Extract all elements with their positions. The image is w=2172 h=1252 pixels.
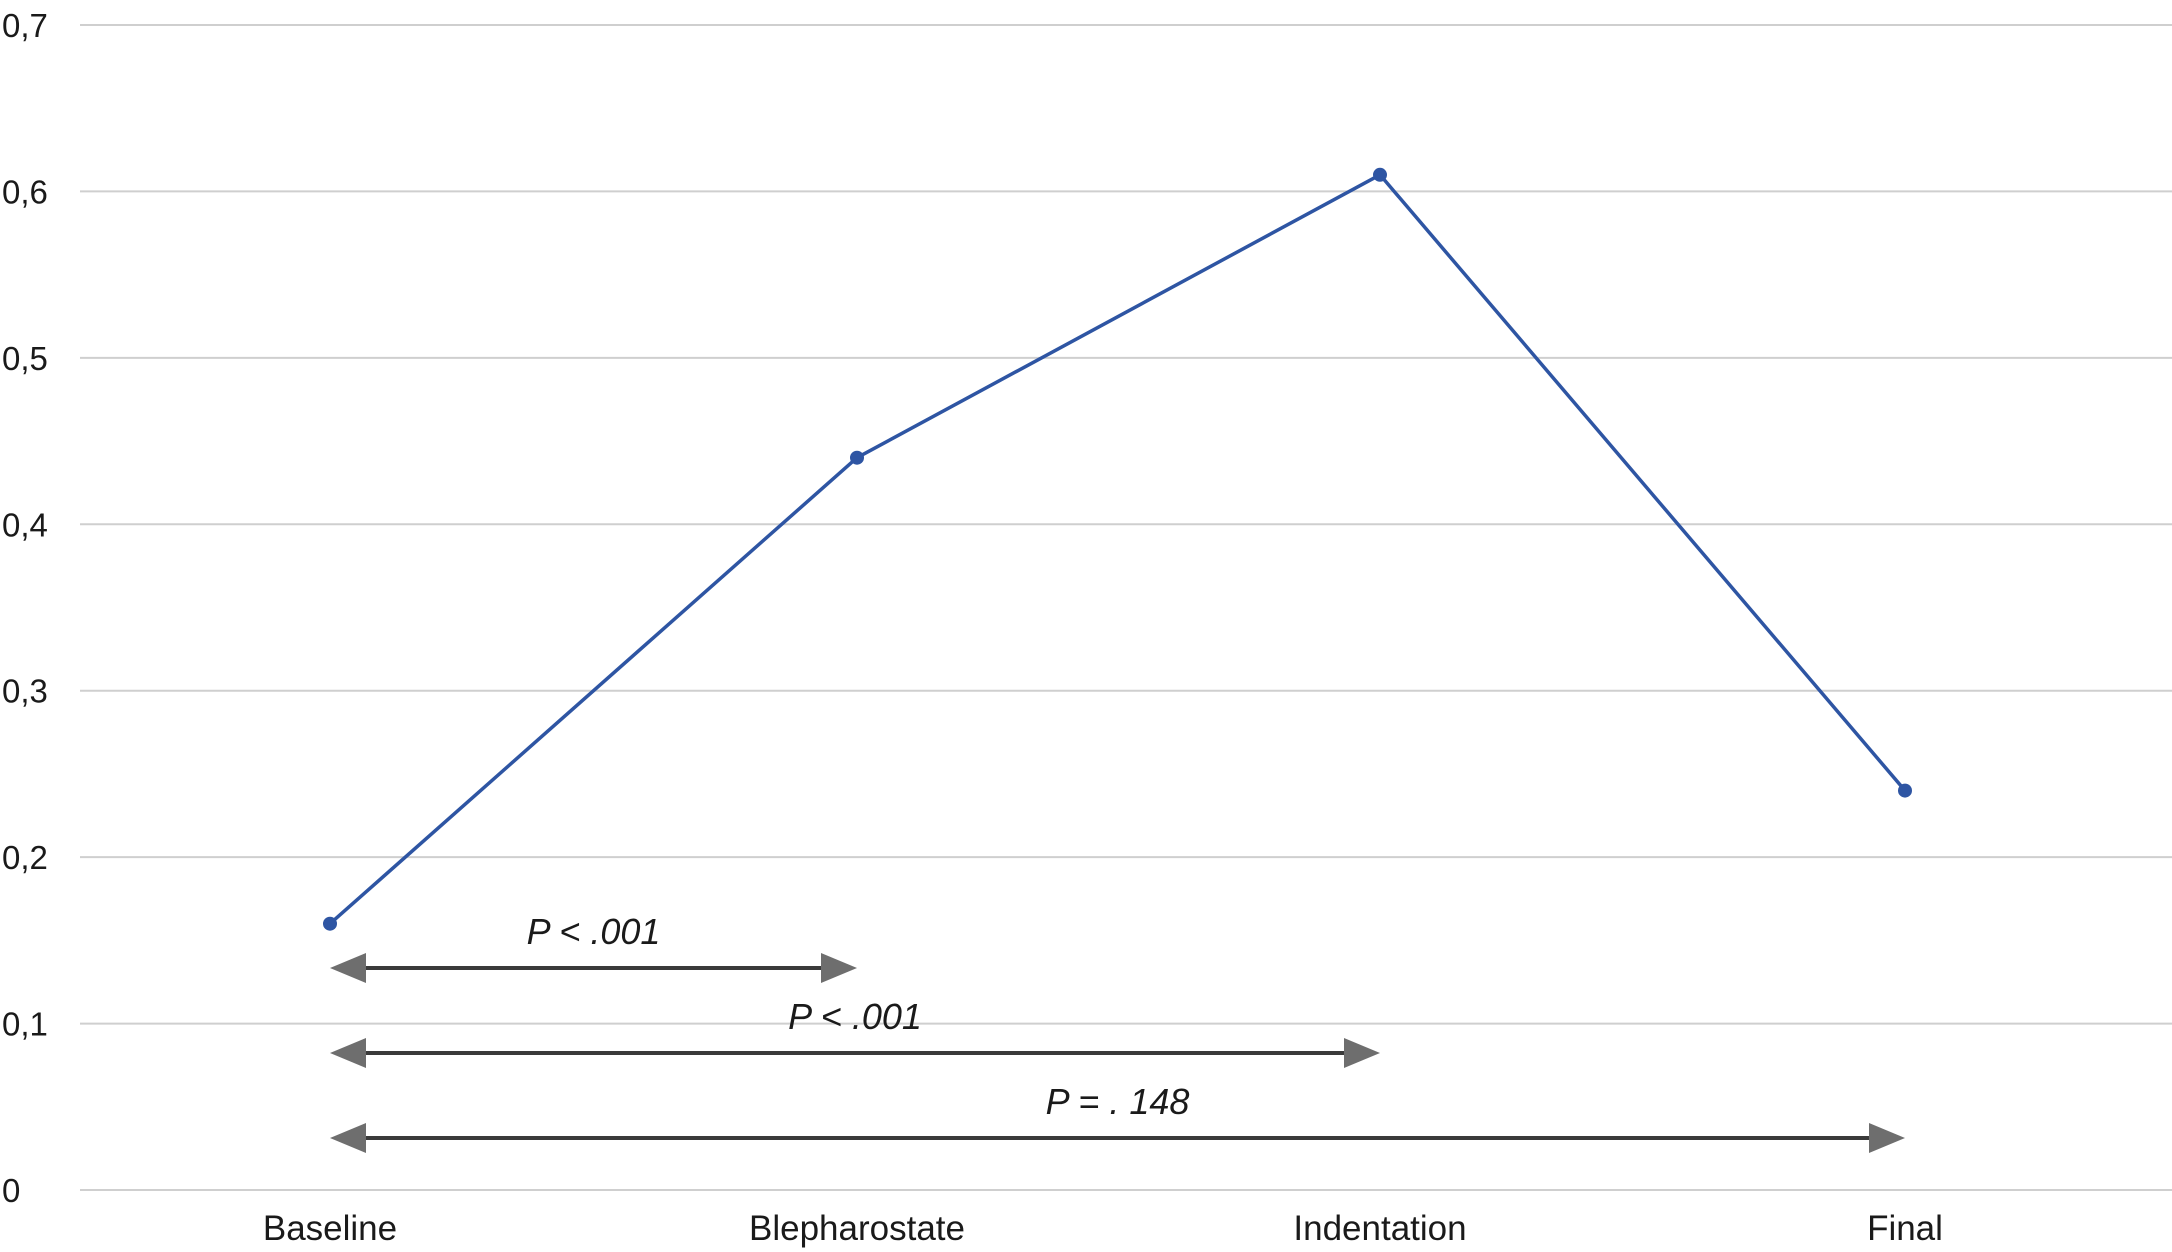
x-category-label: Baseline [263,1209,397,1248]
p-value-label: P < .001 [788,996,922,1037]
y-tick-label: 0 [2,1172,20,1209]
comparison-arrow [330,1123,1905,1153]
series-line [328,173,1907,926]
y-tick-label: 0,5 [2,340,48,377]
arrow-head-left [330,1038,366,1068]
x-axis-category-labels: Baseline Blepharostate Indentation Final [263,1209,1943,1248]
y-tick-label: 0,6 [2,173,48,210]
x-category-label: Indentation [1293,1209,1466,1248]
y-tick-label: 0,2 [2,839,48,876]
significance-annotations: P < .001 P < .001 P = . 148 [330,911,1905,1153]
data-point [1373,167,1387,182]
p-value-label: P = . 148 [1046,1081,1190,1122]
y-tick-label: 0,7 [2,7,48,44]
x-category-label: Final [1867,1209,1943,1248]
y-tick-label: 0,1 [2,1006,48,1043]
x-category-label: Blepharostate [749,1209,965,1248]
arrow-head-left [330,1123,366,1153]
p-value-label: P < .001 [527,911,661,952]
arrow-head-right [1869,1123,1905,1153]
arrow-head-left [330,953,366,983]
data-point [1898,783,1912,798]
data-point [850,450,864,465]
y-tick-label: 0,3 [2,673,48,710]
data-point [323,916,337,931]
grid-lines [80,24,2172,1191]
arrow-head-right [821,953,857,983]
y-axis-tick-labels: 0 0,1 0,2 0,3 0,4 0,5 0,6 0,7 [2,7,48,1209]
comparison-arrow [330,953,857,983]
comparison-arrow [330,1038,1380,1068]
data-series [323,167,1912,931]
arrow-head-right [1344,1038,1380,1068]
y-tick-label: 0,4 [2,506,48,543]
